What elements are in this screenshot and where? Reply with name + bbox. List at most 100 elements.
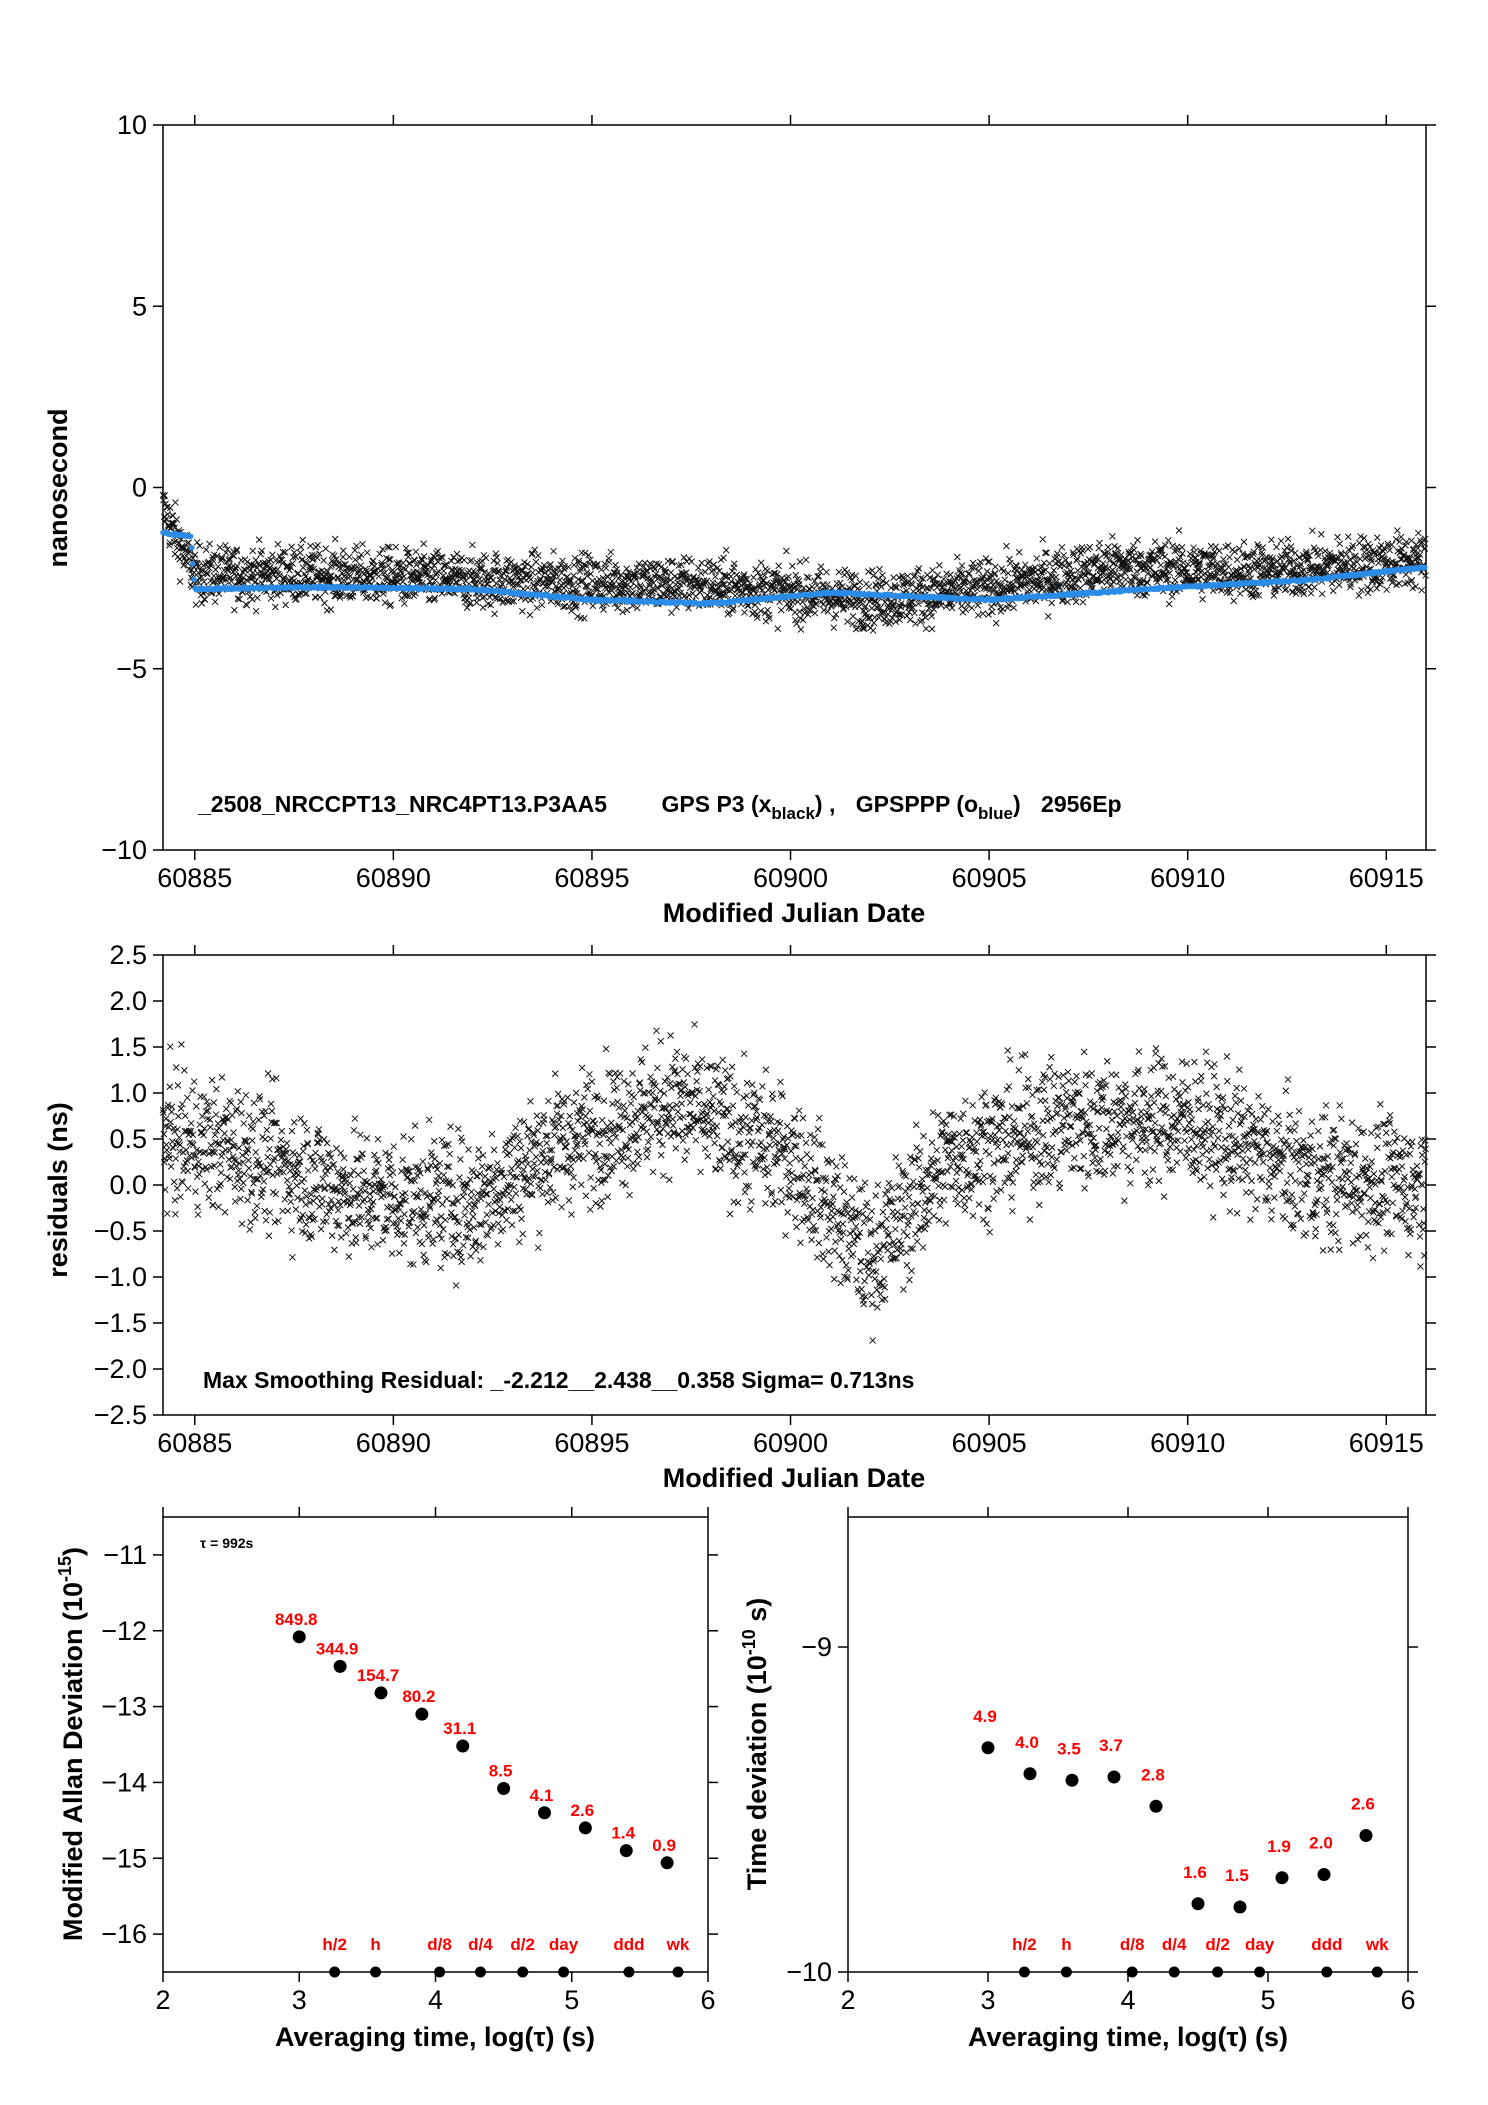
data-point: [401, 1211, 408, 1218]
data-point: [1108, 581, 1115, 588]
data-point: [400, 1133, 407, 1140]
data-point: [1336, 540, 1344, 548]
data-point: [865, 583, 873, 590]
data-point: [917, 574, 925, 582]
data-point: [428, 565, 436, 573]
data-point: [785, 573, 792, 581]
data-point: [765, 614, 773, 622]
data-point: [627, 583, 634, 591]
data-point: [688, 558, 695, 566]
y-tick-label: 2.0: [109, 986, 147, 1016]
data-point: [824, 608, 832, 615]
data-point: [272, 603, 279, 611]
data-point: [360, 1167, 368, 1175]
data-point: [1198, 567, 1206, 575]
data-point: [222, 1105, 230, 1113]
data-point: [240, 1170, 248, 1178]
data-point: [216, 1182, 223, 1190]
data-point: [714, 564, 721, 572]
panel-residuals: −2.5−2.0−1.5−1.0−0.50.00.51.01.52.02.5 6…: [43, 940, 1436, 1493]
data-point: [1065, 560, 1073, 568]
data-point: [486, 1163, 494, 1171]
data-point: [496, 595, 504, 603]
data-point: [1171, 547, 1179, 555]
data-point: [356, 1220, 364, 1228]
data-point: [832, 611, 840, 618]
data-point: [849, 620, 856, 628]
data-point: [409, 570, 416, 578]
data-point: [260, 565, 267, 573]
data-point: [954, 572, 962, 580]
data-point: [908, 598, 916, 605]
data-point: [310, 1159, 318, 1167]
data-point: [456, 1174, 463, 1181]
data-point: [1024, 579, 1032, 587]
data-point: [184, 1167, 192, 1175]
data-point: [243, 601, 251, 609]
data-point: [231, 1183, 239, 1191]
data-point: [463, 604, 471, 612]
data-point: [1083, 563, 1091, 571]
data-point: [1191, 548, 1198, 556]
data-point: [245, 1156, 252, 1164]
data-point: [499, 1226, 507, 1233]
data-point: [184, 1185, 192, 1192]
data-point: [177, 1193, 184, 1201]
data-point: [771, 586, 779, 594]
data-point: [281, 549, 289, 556]
data-point: [218, 1074, 226, 1081]
data-point: [1164, 576, 1172, 583]
data-point: [371, 1151, 378, 1159]
data-point: [556, 576, 564, 584]
x-tick-label: 60900: [753, 863, 828, 893]
data-point: [225, 1147, 233, 1154]
data-point: [495, 568, 503, 576]
data-point: [307, 565, 315, 573]
data-point: [1147, 564, 1154, 572]
data-point: [1046, 560, 1053, 567]
data-point: [412, 548, 420, 556]
data-point: [400, 1240, 408, 1247]
data-point: [1015, 548, 1023, 556]
data-point: [292, 595, 300, 603]
data-point: [219, 1148, 226, 1156]
data-point: [1139, 591, 1147, 599]
data-point: [294, 569, 302, 577]
data-point: [201, 596, 209, 603]
data-point: [1136, 579, 1144, 587]
data-point: [181, 1066, 188, 1074]
data-point: [783, 547, 790, 555]
data-point: [1364, 583, 1371, 591]
data-point: [272, 1190, 280, 1198]
data-point: [1060, 551, 1068, 559]
data-point: [1020, 581, 1028, 589]
data-point: [227, 574, 234, 581]
data-point: [796, 558, 804, 566]
data-point: [580, 561, 588, 569]
data-point: [1215, 547, 1223, 555]
data-point: [824, 581, 831, 588]
data-point: [442, 1216, 449, 1224]
data-point: [178, 1100, 186, 1108]
data-point: [1073, 555, 1081, 563]
data-point: [1199, 595, 1206, 603]
data-point: [512, 1124, 519, 1132]
data-point: [618, 589, 626, 597]
data-point: [1085, 569, 1093, 577]
data-point: [721, 573, 729, 581]
data-point: [333, 555, 340, 563]
data-point: [532, 558, 540, 566]
data-point: [1175, 527, 1183, 534]
data-point: [738, 582, 745, 589]
data-point: [968, 604, 976, 612]
data-point: [1254, 541, 1262, 549]
data-point: [342, 560, 349, 568]
data-point: [1129, 542, 1137, 550]
data-point: [1208, 561, 1216, 569]
data-point: [407, 1135, 415, 1143]
data-point: [195, 574, 203, 582]
data-point: [267, 1100, 275, 1108]
data-point: [473, 1172, 480, 1180]
data-point: [792, 616, 799, 624]
data-point: [192, 601, 200, 609]
